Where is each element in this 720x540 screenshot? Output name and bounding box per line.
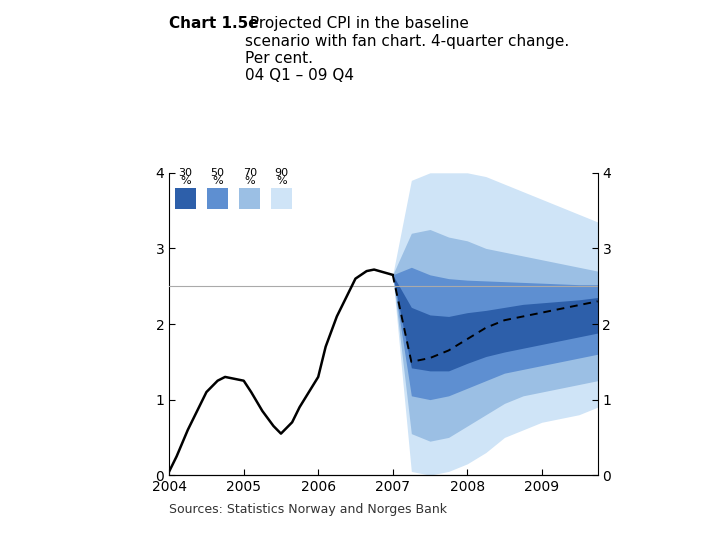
Text: %: % (212, 177, 223, 186)
Text: Projected CPI in the baseline
scenario with fan chart. 4-quarter change.
Per cen: Projected CPI in the baseline scenario w… (245, 16, 569, 83)
Text: %: % (180, 177, 191, 186)
Text: 50: 50 (211, 168, 225, 178)
Bar (175, 188, 196, 209)
Text: Sources: Statistics Norway and Norges Bank: Sources: Statistics Norway and Norges Ba… (169, 503, 447, 516)
Text: Chart 1.5e: Chart 1.5e (169, 16, 258, 31)
Text: 70: 70 (243, 168, 257, 178)
Bar (271, 188, 292, 209)
Text: %: % (276, 177, 287, 186)
Bar (207, 188, 228, 209)
Text: 90: 90 (274, 168, 289, 178)
Text: %: % (244, 177, 255, 186)
Text: 30: 30 (179, 168, 192, 178)
Bar (239, 188, 260, 209)
